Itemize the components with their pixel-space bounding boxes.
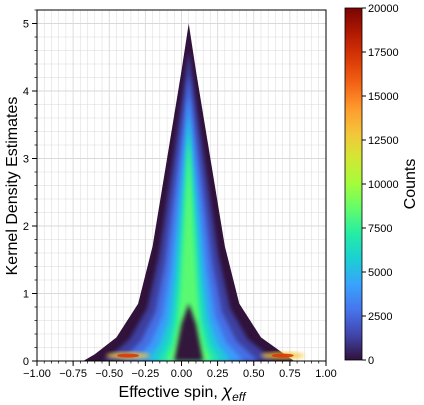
y-tick-label: 4 bbox=[23, 86, 29, 98]
density-gap bbox=[174, 303, 204, 361]
x-tick-label: −1.00 bbox=[23, 368, 51, 380]
x-tick-label: 0.25 bbox=[207, 368, 228, 380]
colorbar: 0 2500 5000 7500 10000 12500 15000 17500 20000 C… bbox=[344, 3, 419, 367]
colorbar-tick-label: 0 bbox=[368, 355, 374, 367]
x-tick-label: −0.50 bbox=[95, 368, 123, 380]
colorbar-label: Counts bbox=[402, 159, 419, 210]
colorbar-tick-label: 7500 bbox=[368, 223, 392, 235]
colorbar-strip bbox=[344, 7, 363, 361]
y-tick-label: 0 bbox=[23, 356, 29, 368]
colorbar-tick-label: 20000 bbox=[368, 3, 399, 15]
density-cloud bbox=[83, 23, 305, 361]
density-band bbox=[165, 141, 212, 361]
x-axis-title-symbol: χ bbox=[220, 381, 233, 401]
y-tick-label: 3 bbox=[23, 154, 29, 166]
y-tick-label: 5 bbox=[23, 19, 29, 31]
colorbar-tick-label: 2500 bbox=[368, 311, 392, 323]
x-tick-label: −0.25 bbox=[131, 368, 159, 380]
x-tick-label: 0.75 bbox=[279, 368, 300, 380]
colorbar-tick-label: 10000 bbox=[368, 179, 399, 191]
y-axis-title: Kernel Density Estimates bbox=[4, 97, 21, 276]
colorbar-tick-label: 17500 bbox=[368, 47, 399, 59]
x-tick-label: 0.50 bbox=[243, 368, 264, 380]
y-axis-ticks: 0 1 2 3 4 5 bbox=[23, 9, 37, 368]
density-hotspot-core bbox=[117, 353, 140, 358]
colorbar-tick-label: 12500 bbox=[368, 135, 399, 147]
colorbar-tick-label: 15000 bbox=[368, 91, 399, 103]
y-tick-label: 2 bbox=[23, 221, 29, 233]
colorbar-tick-label: 5000 bbox=[368, 267, 392, 279]
x-axis-ticks: −1.00 −0.75 −0.50 −0.25 0.00 0.25 0.50 0.75 1.00 bbox=[23, 361, 337, 380]
x-tick-label: −0.75 bbox=[59, 368, 87, 380]
plot-area: −1.00 −0.75 −0.50 −0.25 0.00 0.25 0.50 0.75 1.00… bbox=[23, 9, 337, 380]
x-axis-title-text: Effective spin, bbox=[119, 384, 223, 401]
density-hotspot-core bbox=[271, 353, 294, 358]
y-tick-label: 1 bbox=[23, 289, 29, 301]
x-tick-label: 0.00 bbox=[171, 368, 192, 380]
x-axis-title-subscript: eff bbox=[232, 390, 247, 404]
colorbar-ticks: 0 2500 5000 7500 10000 12500 15000 17500 20000 bbox=[362, 3, 399, 367]
x-tick-label: 1.00 bbox=[315, 368, 336, 380]
x-axis-title: Effective spin, χeff bbox=[119, 381, 248, 404]
